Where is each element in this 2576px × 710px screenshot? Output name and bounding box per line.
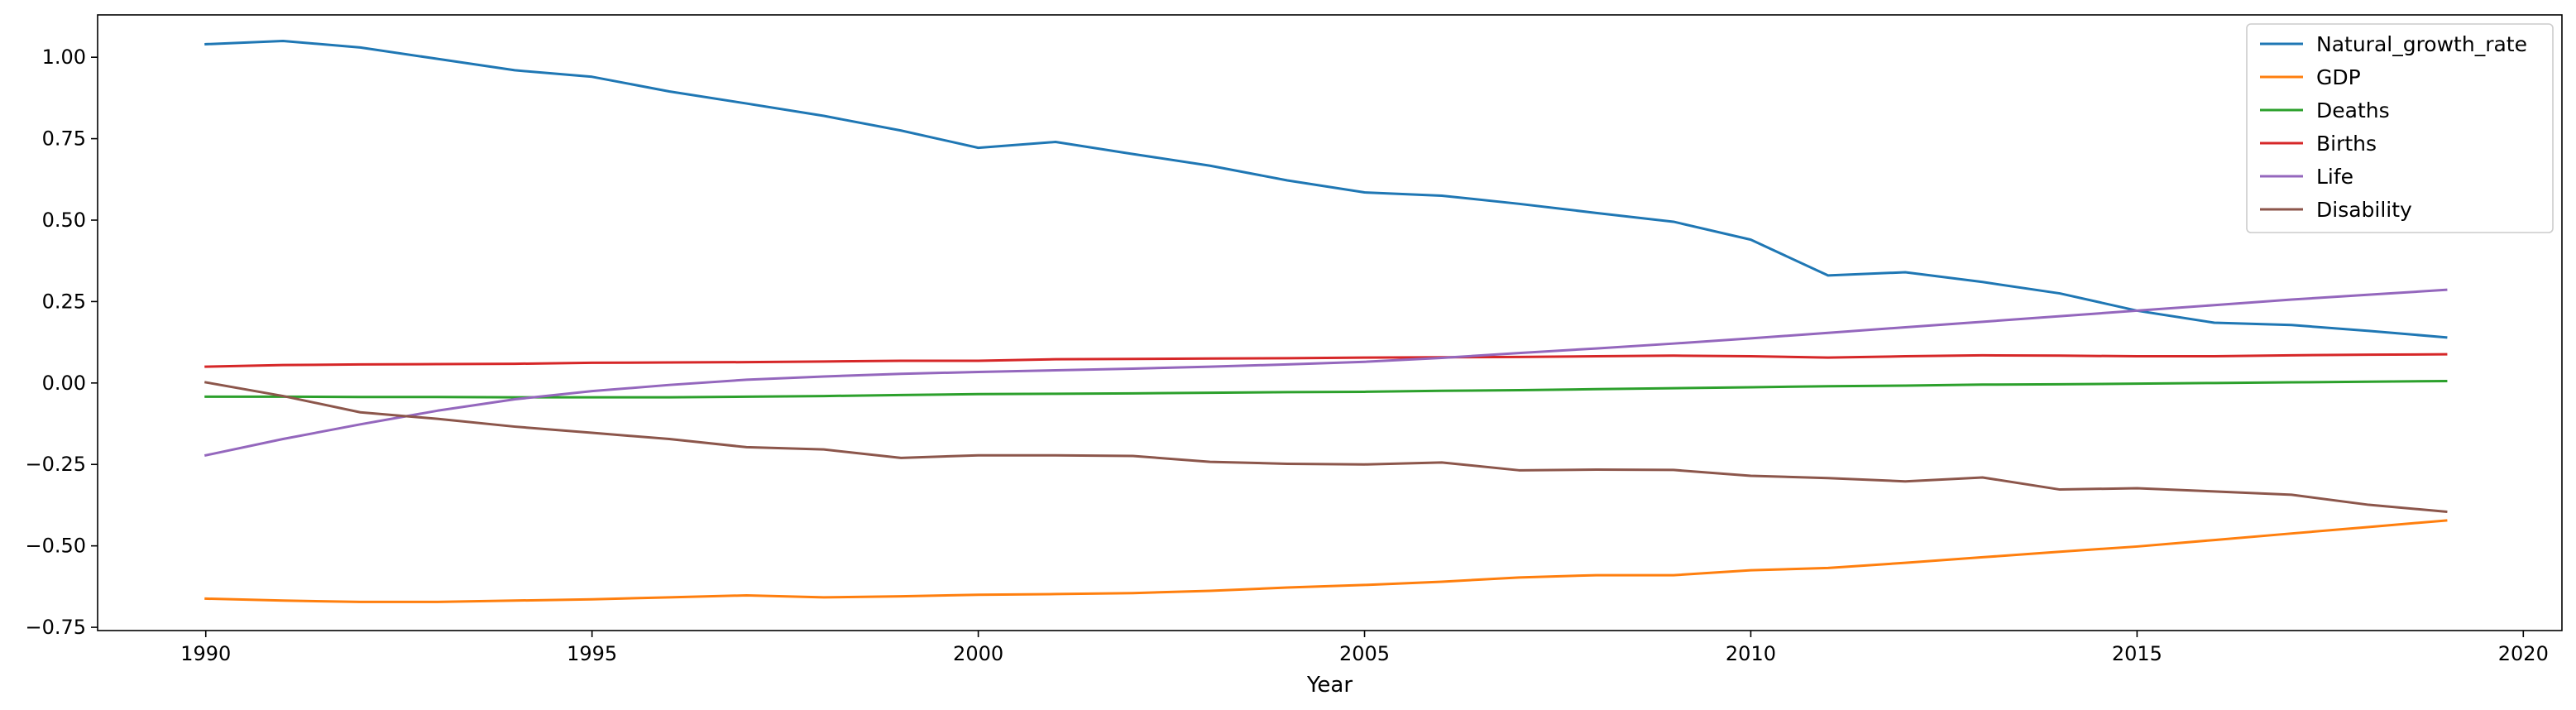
y-tick-label: 0.00 [42, 372, 86, 395]
legend-label: Births [2316, 132, 2377, 156]
series-line-natural-growth-rate [204, 39, 2448, 339]
y-tick-label: 1.00 [42, 46, 86, 69]
legend: Natural_growth_rate GDP Deaths Births Life Di… [2246, 23, 2554, 233]
y-tick-label: −0.75 [25, 616, 86, 639]
x-axis-label: Year [1306, 673, 1353, 698]
x-tick-label: 2005 [1339, 642, 1390, 665]
x-tick-label: 2020 [2498, 642, 2549, 665]
series-line-deaths [204, 379, 2448, 399]
y-tick-label: −0.50 [25, 535, 86, 558]
legend-box [2246, 23, 2554, 233]
series-line-gdp [204, 519, 2448, 603]
y-tick-label: −0.25 [25, 453, 86, 476]
legend-label: Life [2316, 165, 2353, 189]
y-tick-label: 0.75 [42, 127, 86, 151]
legend-label: Deaths [2316, 98, 2390, 122]
x-tick-label: 1990 [180, 642, 231, 665]
legend-label: Disability [2316, 198, 2412, 222]
plot-area [203, 39, 2448, 603]
legend-label: GDP [2316, 65, 2361, 89]
x-tick-label: 1995 [567, 642, 617, 665]
y-tick-label: 0.50 [42, 209, 86, 232]
y-tick-label: 0.25 [42, 290, 86, 313]
series-line-disability [204, 381, 2448, 513]
x-tick-label: 2015 [2112, 642, 2162, 665]
x-tick-label: 2000 [953, 642, 1003, 665]
series-line-births [204, 353, 2448, 368]
x-tick-label: 2010 [1726, 642, 1776, 665]
plot-frame [97, 14, 2563, 631]
axes: 1990 1995 2000 2005 2010 2015 2020 −0.75 −0.50 −0… [25, 14, 2563, 698]
series-line-life [203, 288, 2448, 457]
legend-label: Natural_growth_rate [2316, 32, 2527, 56]
